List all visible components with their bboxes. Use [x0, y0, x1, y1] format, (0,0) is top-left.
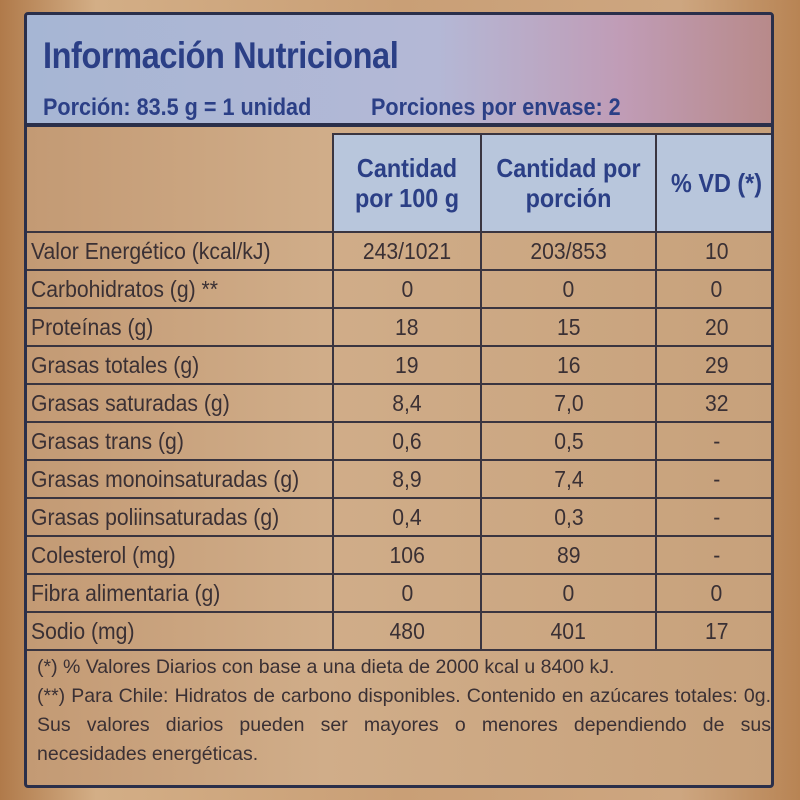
- table-row: Colesterol (mg) 106 89-: [27, 535, 771, 575]
- label-title: Información Nutricional: [43, 35, 399, 76]
- nutrient-label: Proteínas (g): [27, 307, 334, 347]
- value-daily: 17: [655, 611, 771, 651]
- footnotes: (*) % Valores Diarios con base a una die…: [37, 653, 771, 769]
- table-row: Grasas saturadas (g) 8,4 7,0 32: [27, 383, 771, 423]
- col-header-per-100g: Cantidad por 100 g: [332, 133, 482, 233]
- value-daily: 0: [655, 269, 771, 309]
- value-per-portion: 7,4: [480, 459, 657, 499]
- value-per-100g: 18: [332, 307, 482, 347]
- nutrition-table: Cantidad por 100 g Cantidad por porción …: [27, 133, 771, 651]
- value-daily: 29: [655, 345, 771, 385]
- table-row: Grasas monoinsaturadas (g) 8,9 7,4-: [27, 459, 771, 499]
- value-per-100g: 8,9: [332, 459, 482, 499]
- nutrient-label: Grasas totales (g): [27, 345, 334, 385]
- table-row: Carbohidratos (g) ** 0 0 0: [27, 269, 771, 309]
- nutrient-label: Colesterol (mg): [27, 535, 334, 575]
- label-header: Información Nutricional Porción: 83.5 g …: [27, 15, 771, 127]
- value-per-100g: 480: [332, 611, 482, 651]
- value-per-portion: 16: [480, 345, 657, 385]
- col-header-per-portion: Cantidad por porción: [480, 133, 657, 233]
- value-per-portion: 0,3: [480, 497, 657, 537]
- portions-per-pack: Porciones por envase: 2: [371, 94, 621, 121]
- value-daily: 0: [655, 573, 771, 613]
- value-per-portion: 7,0: [480, 383, 657, 423]
- value-per-portion: 203/853: [480, 231, 657, 271]
- nutrient-label: Sodio (mg): [27, 611, 334, 651]
- table-row: Grasas trans (g) 0,6 0,5-: [27, 421, 771, 461]
- nutrient-label: Grasas trans (g): [27, 421, 334, 461]
- nutrient-label: Carbohidratos (g) **: [27, 269, 334, 309]
- value-per-100g: 0: [332, 269, 482, 309]
- value-per-100g: 19: [332, 345, 482, 385]
- nutrition-facts-label: Información Nutricional Porción: 83.5 g …: [24, 12, 774, 788]
- value-per-portion: 0,5: [480, 421, 657, 461]
- col-header-daily-value: % VD (*): [655, 133, 771, 233]
- value-daily: -: [655, 497, 771, 537]
- portion-size: Porción: 83.5 g = 1 unidad: [43, 94, 312, 121]
- value-per-portion: 0: [480, 269, 657, 309]
- nutrient-label: Fibra alimentaria (g): [27, 573, 334, 613]
- value-per-portion: 401: [480, 611, 657, 651]
- table-row: Grasas totales (g) 19 16 29: [27, 345, 771, 385]
- nutrient-label: Grasas monoinsaturadas (g): [27, 459, 334, 499]
- table-row: Fibra alimentaria (g) 0 0 0: [27, 573, 771, 613]
- value-per-100g: 0: [332, 573, 482, 613]
- value-per-portion: 0: [480, 573, 657, 613]
- value-daily: -: [655, 421, 771, 461]
- value-daily: -: [655, 459, 771, 499]
- value-per-100g: 0,6: [332, 421, 482, 461]
- table-row: Sodio (mg) 480 401 17: [27, 611, 771, 651]
- table-row: Proteínas (g) 18 15 20: [27, 307, 771, 347]
- nutrient-label: Grasas poliinsaturadas (g): [27, 497, 334, 537]
- value-daily: 32: [655, 383, 771, 423]
- value-per-portion: 89: [480, 535, 657, 575]
- table-row: Grasas poliinsaturadas (g) 0,4 0,3-: [27, 497, 771, 537]
- value-per-100g: 106: [332, 535, 482, 575]
- value-daily: 20: [655, 307, 771, 347]
- footnote-daily-values: (*) % Valores Diarios con base a una die…: [37, 656, 615, 678]
- table-header-row: Cantidad por 100 g Cantidad por porción …: [27, 133, 771, 233]
- value-per-100g: 8,4: [332, 383, 482, 423]
- nutrient-label: Valor Energético (kcal/kJ): [27, 231, 334, 271]
- value-per-100g: 243/1021: [332, 231, 482, 271]
- value-per-portion: 15: [480, 307, 657, 347]
- empty-corner-cell: [27, 134, 334, 233]
- value-daily: 10: [655, 231, 771, 271]
- nutrient-label: Grasas saturadas (g): [27, 383, 334, 423]
- value-daily: -: [655, 535, 771, 575]
- footnote-chile: (**) Para Chile: Hidratos de carbono dis…: [37, 685, 771, 765]
- value-per-100g: 0,4: [332, 497, 482, 537]
- table-row: Valor Energético (kcal/kJ) 243/1021 203/85…: [27, 231, 771, 271]
